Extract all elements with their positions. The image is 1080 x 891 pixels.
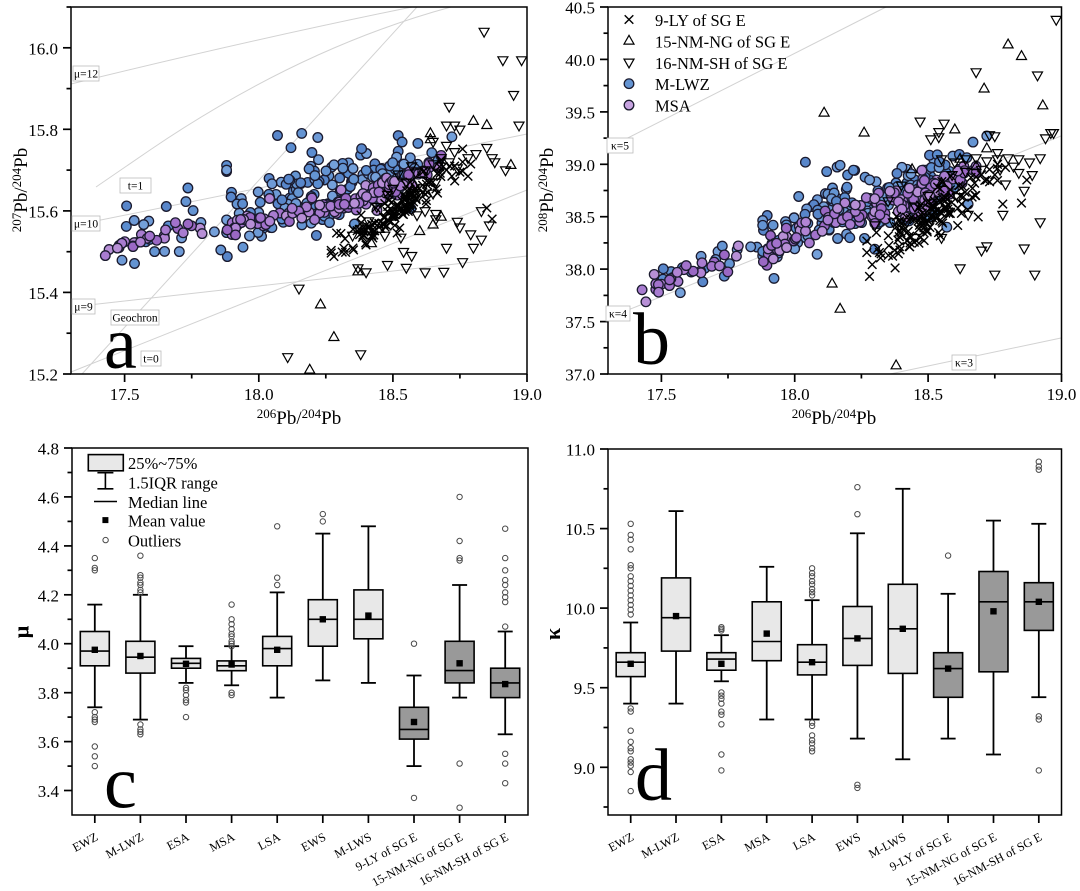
svg-text:9-LY of SG E: 9-LY of SG E [655,11,746,30]
svg-text:18.0: 18.0 [244,385,274,404]
svg-text:15.2: 15.2 [28,366,58,385]
svg-text:3.6: 3.6 [38,733,59,752]
svg-text:208Pb/204Pb: 208Pb/204Pb [535,148,558,232]
svg-text:κ=3: κ=3 [955,358,973,370]
svg-text:d: d [635,735,672,817]
svg-text:μ=10: μ=10 [74,219,98,231]
svg-text:Geochron: Geochron [112,313,158,325]
svg-text:M-LWZ: M-LWZ [655,75,710,94]
svg-text:37.0: 37.0 [565,366,595,385]
svg-text:15.6: 15.6 [28,202,58,221]
svg-text:19.0: 19.0 [1047,385,1077,404]
svg-text:18.0: 18.0 [780,385,810,404]
svg-text:207Pb/204Pb: 207Pb/204Pb [9,148,32,232]
svg-text:Outliers: Outliers [128,532,181,551]
svg-text:10.5: 10.5 [565,520,595,539]
svg-text:19.0: 19.0 [512,385,542,404]
svg-text:15.8: 15.8 [28,121,58,140]
svg-text:4.6: 4.6 [38,488,59,507]
svg-text:18.5: 18.5 [913,385,943,404]
svg-text:4.2: 4.2 [38,586,59,605]
svg-text:25%~75%: 25%~75% [128,454,198,473]
svg-text:39.5: 39.5 [565,103,595,122]
svg-text:38.0: 38.0 [565,261,595,280]
svg-text:MSA: MSA [655,97,691,116]
svg-text:Median line: Median line [128,493,207,512]
svg-text:t=1: t=1 [128,181,144,193]
svg-text:39.0: 39.0 [565,156,595,175]
svg-text:4.4: 4.4 [38,537,60,556]
svg-text:18.5: 18.5 [378,385,408,404]
svg-text:μ=9: μ=9 [74,302,93,314]
svg-text:38.5: 38.5 [565,208,595,227]
svg-text:κ=4: κ=4 [609,309,627,321]
svg-text:206Pb/204Pb: 206Pb/204Pb [257,406,341,429]
svg-text:κ: κ [540,627,565,640]
svg-text:3.4: 3.4 [38,782,60,801]
svg-text:κ=5: κ=5 [611,141,629,153]
svg-text:15.4: 15.4 [28,284,58,303]
svg-text:10.0: 10.0 [565,600,595,619]
svg-text:37.5: 37.5 [565,313,595,332]
svg-text:15-NM-NG of SG E: 15-NM-NG of SG E [655,32,790,51]
svg-text:Mean value: Mean value [128,512,205,531]
svg-text:9.0: 9.0 [574,759,595,778]
svg-text:3.8: 3.8 [38,684,59,703]
svg-text:11.0: 11.0 [566,441,595,460]
svg-text:16-NM-SH of SG E: 16-NM-SH of SG E [655,54,787,73]
svg-text:μ=12: μ=12 [74,69,98,81]
svg-text:40.0: 40.0 [565,51,595,70]
svg-text:17.5: 17.5 [110,385,140,404]
svg-text:16.0: 16.0 [28,39,58,58]
svg-text:1.5IQR range: 1.5IQR range [128,473,218,492]
svg-text:4.0: 4.0 [38,635,59,654]
svg-text:c: c [104,743,137,825]
svg-text:40.5: 40.5 [565,0,595,18]
svg-text:206Pb/204Pb: 206Pb/204Pb [792,406,876,429]
svg-text:μ: μ [9,625,34,638]
svg-text:4.8: 4.8 [38,440,59,459]
svg-text:t=0: t=0 [143,354,159,366]
svg-text:9.5: 9.5 [574,679,595,698]
svg-text:b: b [633,299,670,381]
svg-text:17.5: 17.5 [647,385,677,404]
